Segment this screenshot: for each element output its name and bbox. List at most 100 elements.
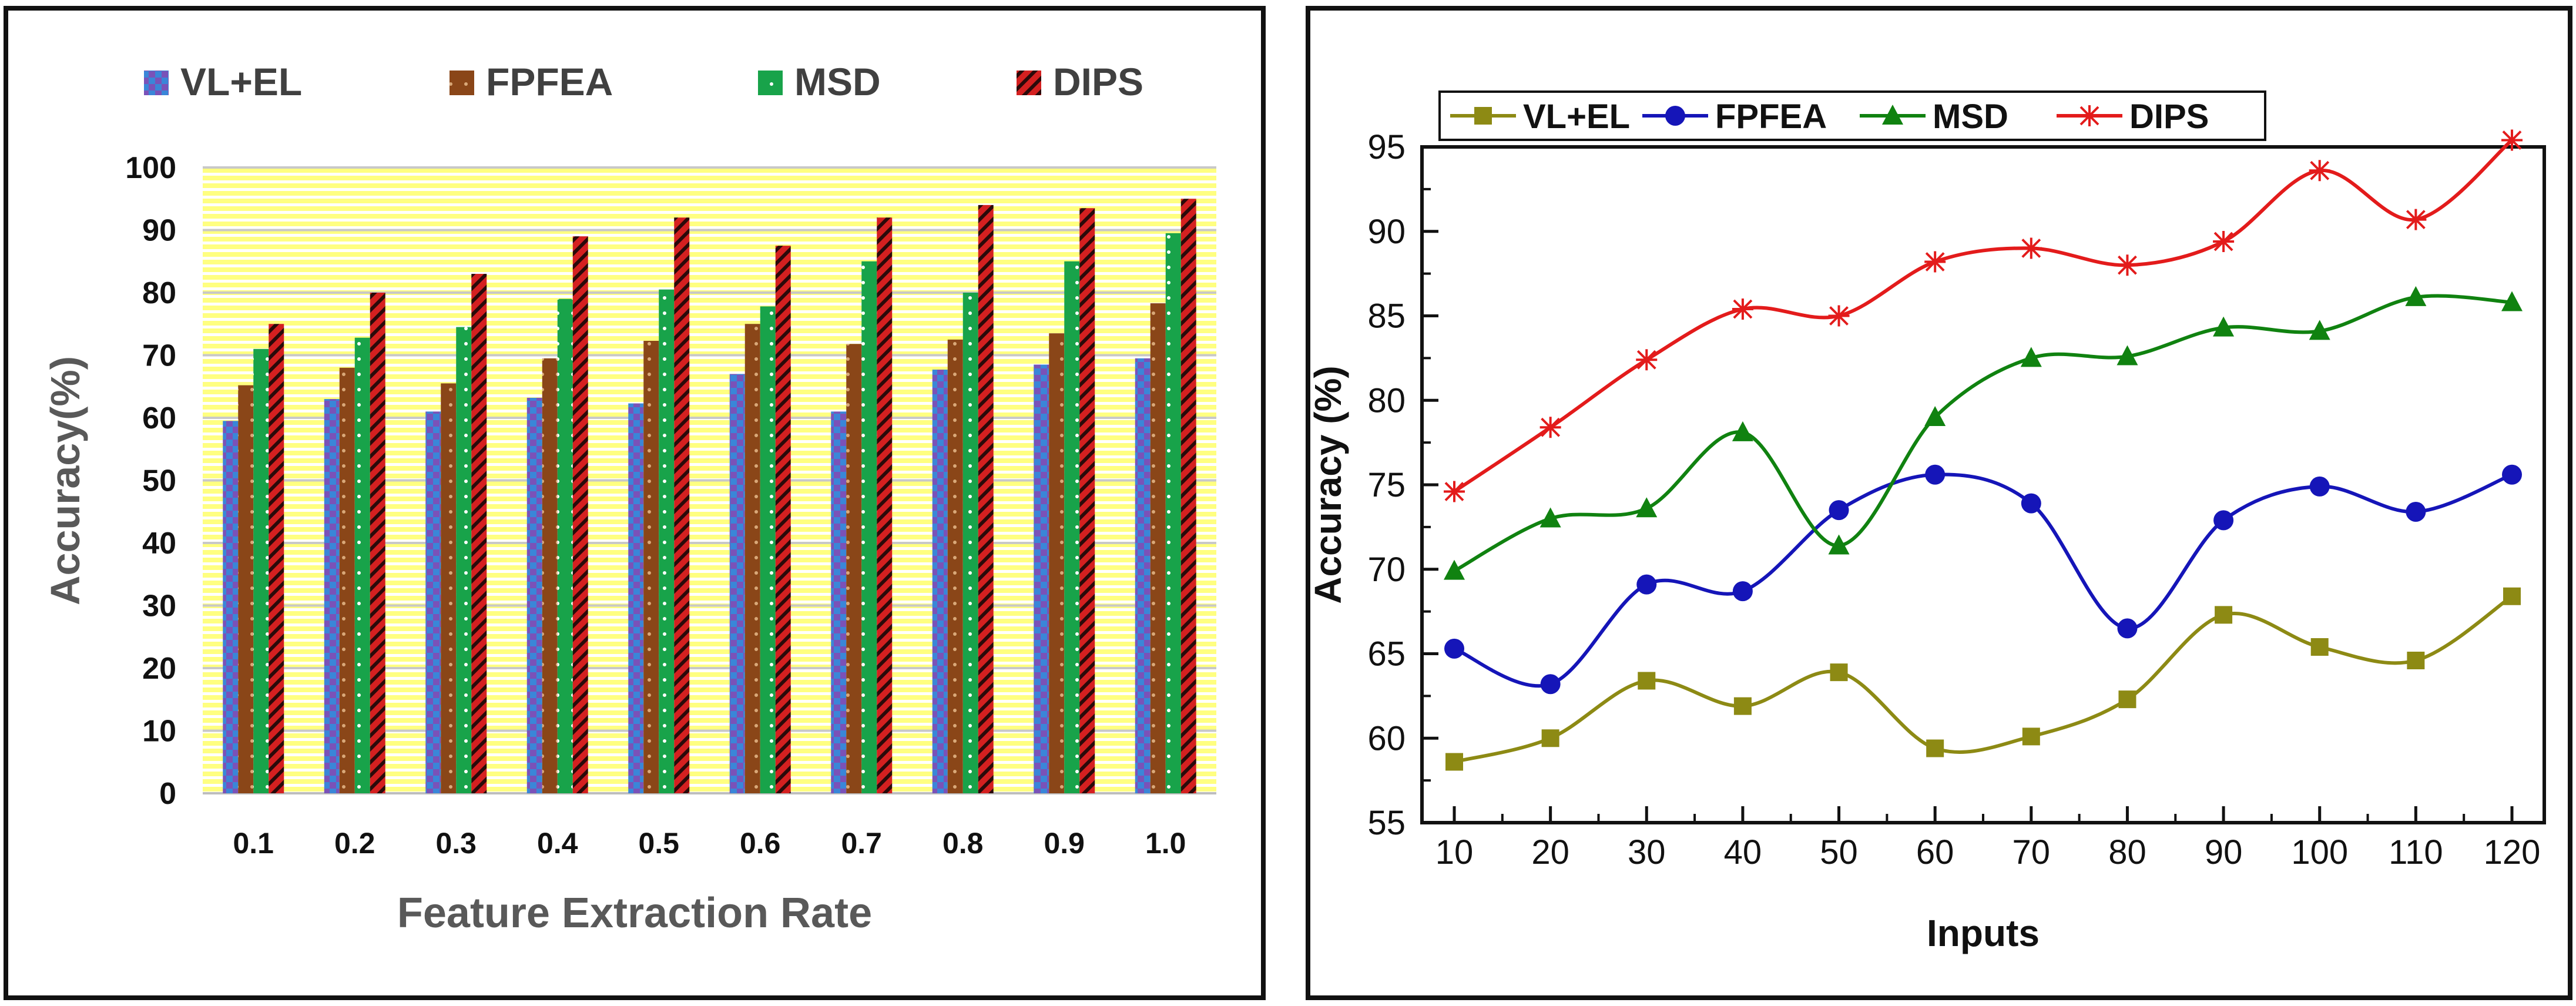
- legend-marker: [1665, 106, 1685, 126]
- bar-fpfea-0.6: [744, 324, 760, 793]
- point-msd-10: [1444, 559, 1465, 580]
- point-dips-50: [1828, 305, 1850, 327]
- point-fpfea-50: [1829, 500, 1849, 521]
- point-vl-el-90: [2215, 606, 2233, 624]
- legend-label: FPFEA: [1715, 98, 1827, 136]
- legend-entry-msd: MSD: [1860, 98, 2008, 136]
- point-dips-90: [2213, 231, 2235, 252]
- y-tick-label: 80: [142, 276, 176, 310]
- bar-fpfea-0.9: [1049, 333, 1065, 793]
- y-tick-label: 95: [1367, 128, 1406, 166]
- legend-swatch: [1017, 71, 1041, 95]
- point-fpfea-40: [1732, 581, 1753, 602]
- point-dips-20: [1539, 417, 1561, 438]
- point-vl-el-40: [1733, 697, 1752, 715]
- bar-msd-0.2: [354, 337, 370, 793]
- bar-fpfea-0.8: [947, 339, 963, 793]
- x-tick-label: 100: [2291, 833, 2348, 871]
- bar-fpfea-0.1: [238, 385, 254, 793]
- series-fpfea: [1444, 464, 2522, 695]
- x-tick-label: 0.9: [1044, 827, 1085, 860]
- series-line-vl-el: [1454, 595, 2513, 764]
- y-tick-label: 85: [1367, 297, 1406, 336]
- x-tick-label: 110: [2389, 833, 2443, 871]
- point-vl-el-20: [1541, 729, 1559, 747]
- bar-msd-0.3: [456, 327, 472, 793]
- y-tick-label: 10: [142, 715, 176, 749]
- x-tick-label: 10: [1435, 833, 1474, 871]
- y-axis-title: Accuracy(%): [42, 356, 88, 605]
- x-tick-label: 120: [2484, 833, 2541, 871]
- point-fpfea-20: [1540, 674, 1561, 695]
- point-fpfea-10: [1444, 638, 1464, 659]
- legend: VL+EL FPFEA MSD DIPS: [1438, 90, 2266, 141]
- y-tick-label: 80: [1367, 381, 1406, 420]
- y-tick-label: 20: [142, 652, 176, 686]
- legend-marker: [1882, 105, 1903, 125]
- bar-fpfea-0.2: [339, 367, 355, 793]
- bar-dips-0.5: [674, 217, 690, 793]
- point-vl-el-30: [1638, 672, 1656, 690]
- point-msd-50: [1828, 534, 1850, 555]
- legend-swatch: [758, 71, 783, 95]
- y-tick-label: 100: [125, 151, 176, 185]
- x-tick-label: 0.8: [942, 827, 984, 860]
- bar-msd-0.1: [253, 348, 269, 793]
- bar-dips-0.9: [1079, 208, 1095, 794]
- y-tick-label: 0: [159, 777, 176, 811]
- point-vl-el-100: [2310, 638, 2329, 656]
- point-fpfea-90: [2213, 510, 2234, 531]
- series-dips: [1444, 129, 2523, 502]
- bar-dips-0.1: [269, 324, 284, 793]
- legend-label: VL+EL: [1523, 98, 1630, 136]
- x-tick-label: 0.3: [435, 827, 477, 860]
- legend-swatch: [144, 71, 169, 95]
- bar-dips-0.8: [978, 204, 994, 793]
- right-panel-frame: [1306, 6, 2572, 1000]
- point-msd-20: [1539, 507, 1561, 528]
- bar-vl-el-0.6: [729, 374, 745, 793]
- point-dips-110: [2405, 209, 2427, 230]
- legend-box: [1438, 90, 2266, 141]
- bar-vl-el-0.3: [425, 411, 441, 793]
- bar-dips-0.2: [370, 293, 385, 793]
- bar-dips-0.6: [775, 246, 791, 793]
- point-vl-el-80: [2118, 690, 2136, 709]
- point-fpfea-30: [1636, 574, 1657, 595]
- point-msd-60: [1924, 406, 1946, 426]
- point-msd-90: [2213, 316, 2235, 337]
- x-tick-label: 80: [2108, 833, 2146, 871]
- legend-entry-fpfea: FPFEA: [450, 60, 613, 103]
- point-msd-100: [2309, 320, 2330, 340]
- point-dips-10: [1444, 481, 1465, 502]
- point-dips-120: [2501, 129, 2523, 151]
- line-chart: 55 60 65 70 75 80 85 90 95 10 20 30 40 50 60 70 80 90 100 1…: [1307, 90, 2546, 954]
- legend-label: DIPS: [2129, 98, 2209, 136]
- y-tick-label: 50: [142, 464, 176, 498]
- point-msd-40: [1732, 421, 1753, 441]
- bar-vl-el-0.7: [831, 411, 847, 793]
- bar-msd-0.4: [557, 299, 573, 793]
- point-dips-100: [2309, 160, 2330, 182]
- y-tick-label: 70: [142, 339, 176, 373]
- series-msd: [1444, 286, 2523, 580]
- y-tick-label: 30: [142, 589, 176, 623]
- bar-fpfea-0.4: [542, 358, 558, 793]
- y-tick-label: 90: [1367, 213, 1406, 251]
- legend-label: MSD: [794, 60, 881, 103]
- x-tick-label: 0.5: [638, 827, 679, 860]
- bar-fpfea-0.3: [441, 383, 457, 793]
- point-fpfea-70: [2021, 493, 2041, 514]
- x-tick-label: 50: [1820, 833, 1858, 871]
- point-dips-40: [1732, 299, 1753, 320]
- bar-vl-el-0.1: [223, 421, 239, 793]
- x-tick-label: 0.1: [233, 827, 274, 860]
- point-fpfea-100: [2309, 476, 2330, 497]
- bar-msd-0.5: [659, 289, 675, 793]
- bar-fpfea-0.7: [846, 344, 862, 793]
- x-tick-label: 1.0: [1145, 827, 1186, 860]
- x-tick-label: 0.4: [537, 827, 578, 860]
- y-tick-label: 60: [1367, 719, 1406, 757]
- legend-entry-vl-el: VL+EL: [1450, 98, 1630, 136]
- point-fpfea-80: [2117, 618, 2138, 639]
